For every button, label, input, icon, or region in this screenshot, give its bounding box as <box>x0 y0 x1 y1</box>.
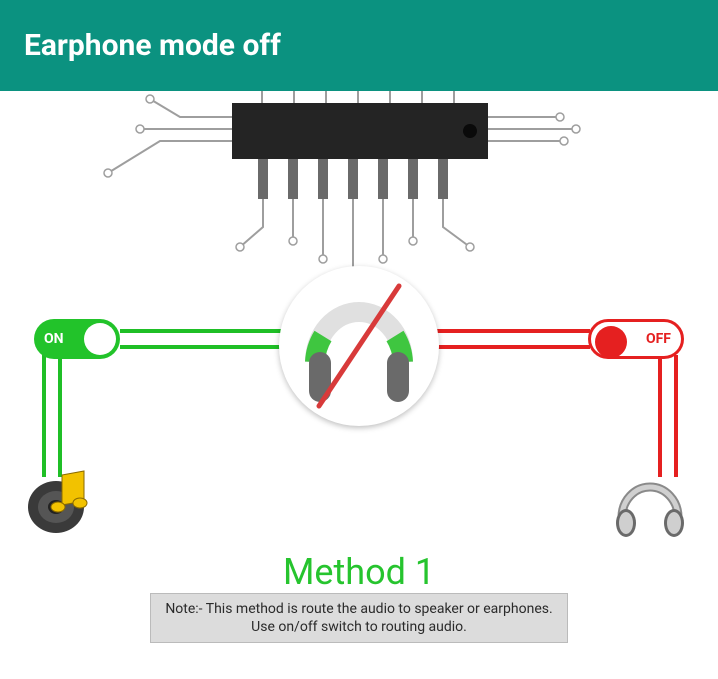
center-headphone-badge <box>279 266 439 426</box>
note-text: Note:- This method is route the audio to… <box>165 601 552 635</box>
method-title: Method 1 <box>0 551 718 593</box>
headphones-icon <box>610 469 690 541</box>
off-toggle[interactable]: OFF <box>588 319 684 359</box>
on-toggle-label: ON <box>44 331 64 347</box>
headphones-disabled-icon <box>279 266 439 426</box>
off-toggle-knob <box>595 326 627 358</box>
routing-diagram: ON OFF Meth <box>0 91 718 651</box>
speaker-icon <box>24 467 96 539</box>
on-toggle[interactable]: ON <box>34 319 120 359</box>
header-title: Earphone mode off <box>24 28 281 63</box>
method-title-text: Method 1 <box>283 551 435 593</box>
note-box: Note:- This method is route the audio to… <box>150 593 568 643</box>
app-header: Earphone mode off <box>0 0 718 91</box>
off-toggle-label: OFF <box>646 331 671 347</box>
on-toggle-knob <box>84 323 116 355</box>
